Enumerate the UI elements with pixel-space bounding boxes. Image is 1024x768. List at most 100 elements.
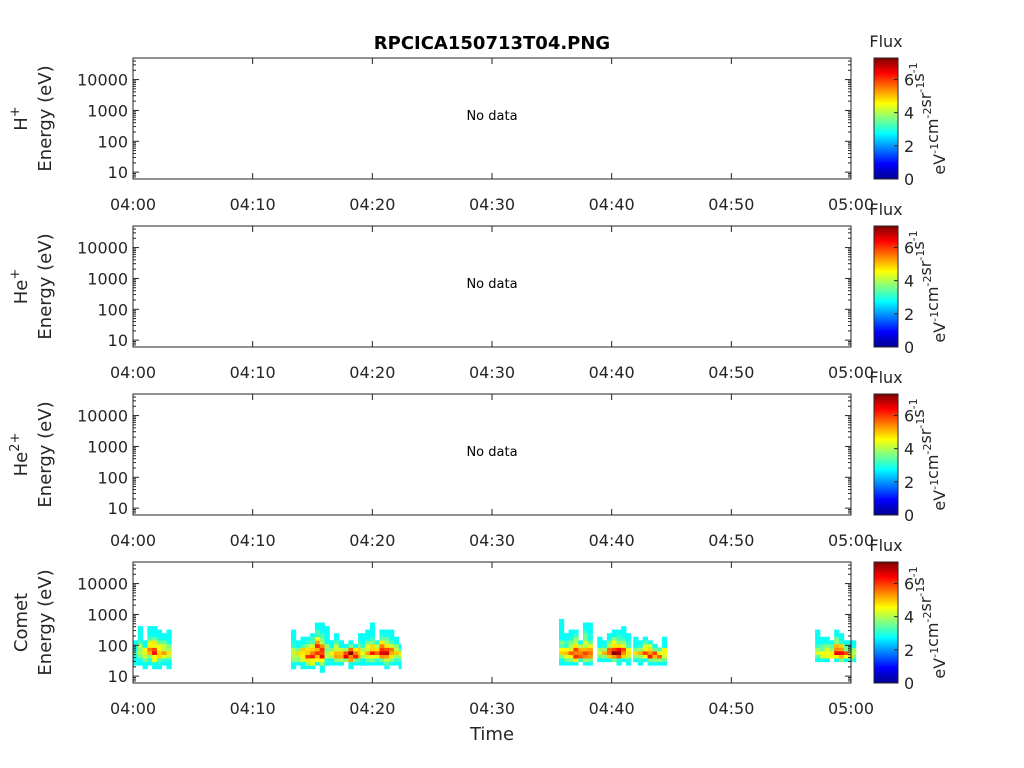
spectrogram-cell — [142, 665, 148, 670]
spectrogram-cell — [652, 651, 658, 655]
spectrogram-cell — [578, 654, 584, 659]
spectrogram-cell — [582, 658, 589, 663]
spectrogram-cell — [815, 651, 821, 655]
spectrogram-cell — [638, 651, 644, 655]
colorbar-tick-label: 2 — [904, 473, 914, 492]
spectrogram-cell — [647, 640, 653, 645]
x-tick-label: 04:50 — [708, 699, 754, 718]
spectrogram-cell — [324, 626, 330, 631]
spectrogram-cell — [389, 640, 395, 645]
spectrogram-cell — [360, 651, 366, 655]
spectrogram-cell — [379, 658, 385, 663]
y-tick-label: 1000 — [87, 101, 128, 120]
spectrogram-cell — [829, 651, 835, 655]
spectrogram-cell — [147, 640, 153, 645]
spectrogram-cell — [606, 647, 613, 652]
x-tick-label: 04:00 — [110, 195, 156, 214]
spectrogram-cell — [295, 661, 301, 666]
spectrogram-cell — [343, 643, 349, 648]
spectrogram-cell — [393, 647, 400, 652]
spectrogram-cell — [360, 658, 366, 663]
y-tick-label: 10 — [108, 163, 128, 182]
spectrogram-cell — [389, 643, 395, 648]
spectrogram-cell — [295, 640, 301, 645]
spectrogram-cell — [329, 654, 335, 659]
spectrogram-cell — [587, 629, 593, 634]
spectrogram-cell — [314, 658, 321, 663]
spectrogram-cell — [343, 654, 349, 659]
spectrogram-cell — [152, 636, 158, 641]
spectrogram-cell — [348, 647, 354, 652]
spectrogram-cell — [834, 647, 840, 652]
y-axis: 10 100 1000 10000 — [77, 561, 851, 686]
spectrogram-cell — [319, 654, 325, 659]
spectrogram-cell — [824, 647, 830, 652]
colorbar: 0 2 4 6 Flux eV-1cm-2sr-1s-1 — [869, 536, 949, 693]
spectrogram-cell — [379, 629, 385, 634]
spectrogram-cell — [587, 622, 593, 627]
spectrogram-cell — [314, 626, 321, 631]
spectrogram-cell — [152, 626, 158, 631]
spectrogram-cell — [815, 633, 821, 638]
spectrogram-cell — [638, 647, 644, 652]
spectrogram-cell — [161, 661, 167, 666]
spectrogram-cell — [360, 661, 366, 666]
colorbar-tick-label: 6 — [904, 239, 914, 258]
spectrogram-cell — [384, 633, 390, 638]
spectrogram-cell — [295, 647, 301, 652]
spectrogram-cell — [626, 643, 632, 648]
colorbar-units-label: eV-1cm-2sr-1s-1 — [907, 398, 949, 510]
spectrogram-cell — [626, 647, 632, 652]
spectrogram-cell — [360, 643, 366, 648]
spectrogram-cell — [338, 647, 344, 652]
spectrogram-cell — [389, 661, 395, 666]
spectrogram-cell — [295, 643, 301, 648]
spectrogram-cell — [300, 665, 306, 670]
spectrogram-cell — [563, 661, 569, 666]
spectrogram-cell — [834, 629, 840, 634]
spectrogram-cell — [652, 661, 658, 666]
spectrogram-cell — [582, 633, 589, 638]
spectrogram-cell — [602, 658, 608, 663]
spectrogram-cell — [369, 633, 376, 638]
spectrogram-cell — [365, 651, 371, 655]
spectrogram-cell — [324, 647, 330, 652]
spectrogram-cell — [652, 658, 658, 663]
spectrogram-cell — [563, 636, 569, 641]
spectrogram-cell — [815, 636, 821, 641]
spectrogram-cell — [305, 636, 311, 641]
spectrogram-cell — [633, 658, 639, 663]
spectrogram-cell — [597, 643, 603, 648]
spectrogram-cell — [161, 658, 167, 663]
spectrogram-cell — [152, 661, 158, 666]
spectrogram-cell — [291, 629, 297, 634]
spectrogram-cell — [133, 643, 139, 648]
spectrogram-cell — [606, 636, 613, 641]
spectrogram-cell — [559, 658, 565, 663]
spectrogram-cell — [815, 654, 821, 659]
spectrogram-cell — [616, 633, 622, 638]
spectrogram-cell — [573, 633, 579, 638]
colorbar: 0 2 4 6 Flux eV-1cm-2sr-1s-1 — [869, 200, 949, 357]
y-tick-label: 100 — [97, 468, 128, 487]
spectrogram-cell — [834, 633, 840, 638]
spectrogram-cell — [147, 654, 153, 659]
spectrogram-cell — [147, 643, 153, 648]
spectrogram-cell — [563, 640, 569, 645]
spectrogram-cell — [310, 658, 316, 663]
spectrogram-cell — [559, 633, 565, 638]
spectrogram-cell — [616, 643, 622, 648]
spectrogram-cell — [156, 665, 163, 670]
spectrogram-cell — [291, 640, 297, 645]
spectrogram-cell — [384, 658, 390, 663]
spectrogram-cell — [314, 633, 321, 638]
x-tick-label: 04:40 — [589, 363, 635, 382]
spectrogram-cell — [843, 658, 849, 663]
spectrogram-cell — [568, 636, 574, 641]
spectrogram-cell — [573, 661, 579, 666]
spectrogram-cell — [616, 647, 622, 652]
spectrogram-cell — [626, 651, 632, 655]
spectrogram-cell — [310, 647, 316, 652]
spectrogram-cell — [398, 647, 402, 652]
